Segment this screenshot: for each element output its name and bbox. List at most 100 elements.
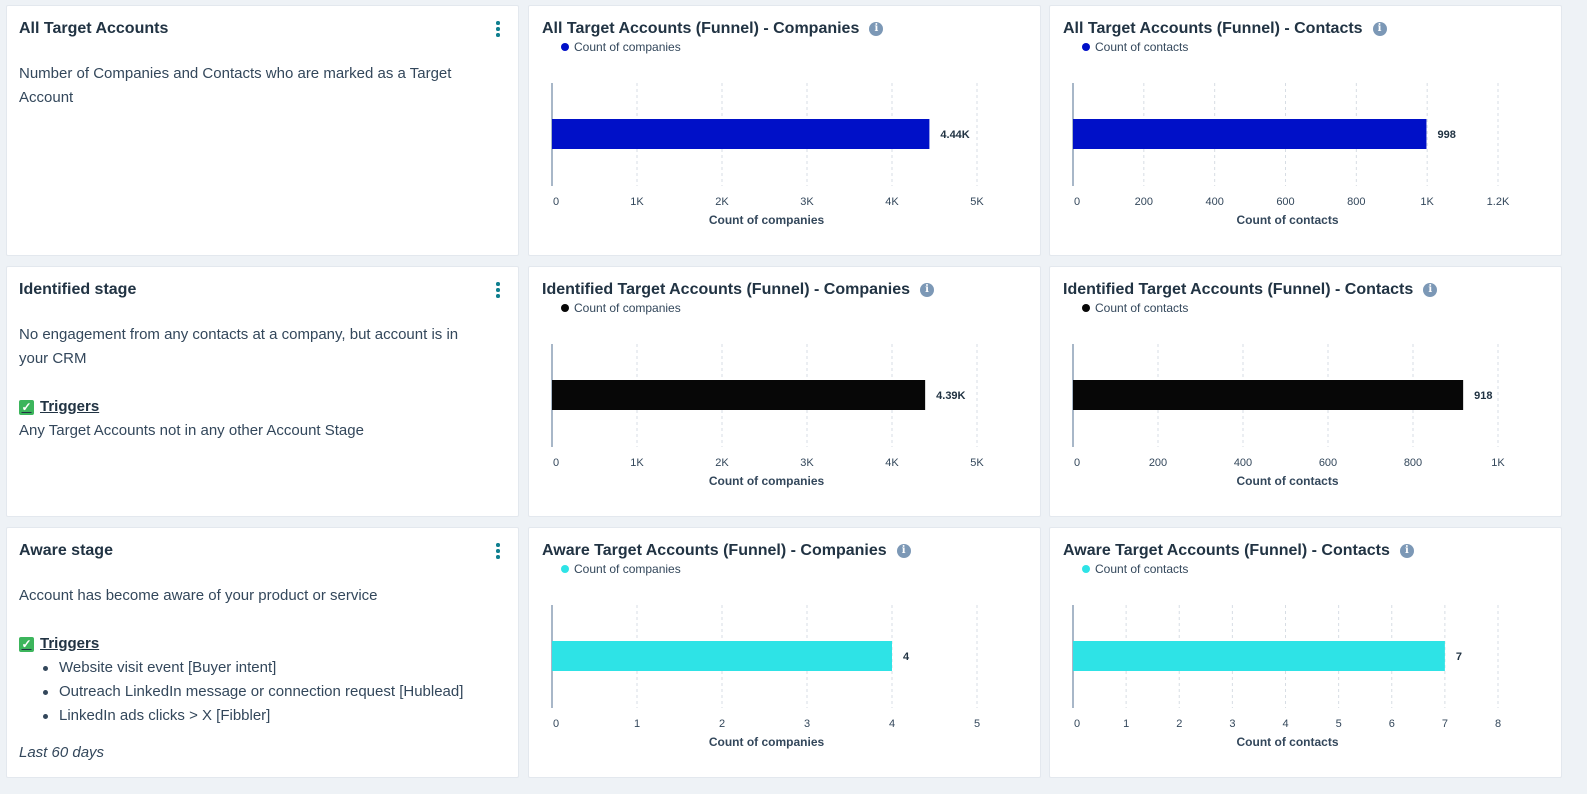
legend-label: Count of companies bbox=[574, 562, 681, 576]
legend-dot bbox=[561, 304, 569, 312]
chart-title-text: Aware Target Accounts (Funnel) - Compani… bbox=[542, 542, 887, 559]
tick-label: 600 bbox=[1319, 457, 1337, 469]
tick-label: 0 bbox=[553, 196, 559, 208]
list-item: Outreach LinkedIn message or connection … bbox=[41, 680, 490, 704]
bar-value-label: 918 bbox=[1474, 390, 1492, 402]
more-options-icon[interactable] bbox=[492, 20, 504, 38]
tick-label: 3 bbox=[1229, 718, 1235, 730]
tick-label: 800 bbox=[1347, 196, 1365, 208]
tick-label: 6 bbox=[1389, 718, 1395, 730]
trigger-list: Website visit event [Buyer intent] Outre… bbox=[19, 656, 490, 728]
text-card-all-target-accounts: All Target Accounts Number of Companies … bbox=[6, 5, 519, 256]
chart-title: All Target Accounts (Funnel) - Companies… bbox=[542, 20, 884, 38]
x-axis-label: Count of companies bbox=[709, 735, 825, 749]
tick-label: 2 bbox=[719, 718, 725, 730]
bar-value-label: 4.39K bbox=[936, 390, 965, 402]
text-card-identified-stage: Identified stage No engagement from any … bbox=[6, 266, 519, 517]
legend-dot bbox=[1082, 43, 1090, 51]
legend-label: Count of contacts bbox=[1095, 562, 1189, 576]
tick-label: 5 bbox=[1336, 718, 1342, 730]
bar-value-label: 4.44K bbox=[940, 129, 969, 141]
triggers-heading[interactable]: ✓ Triggers bbox=[19, 632, 490, 656]
chart-title-text: Aware Target Accounts (Funnel) - Contact… bbox=[1063, 542, 1390, 559]
tick-label: 5K bbox=[970, 457, 984, 469]
x-axis-label: Count of contacts bbox=[1237, 213, 1339, 227]
legend-dot bbox=[561, 565, 569, 573]
tick-label: 0 bbox=[553, 457, 559, 469]
tick-label: 5K bbox=[970, 196, 984, 208]
tick-label: 8 bbox=[1495, 718, 1501, 730]
description-text: No engagement from any contacts at a com… bbox=[19, 326, 459, 367]
tick-label: 0 bbox=[1074, 457, 1080, 469]
chart-title: Identified Target Accounts (Funnel) - Co… bbox=[542, 281, 935, 299]
tick-label: 4 bbox=[889, 718, 895, 730]
legend-dot bbox=[561, 43, 569, 51]
info-icon[interactable]: i bbox=[896, 544, 911, 558]
card-title: Aware stage bbox=[19, 542, 113, 559]
tick-label: 4K bbox=[885, 196, 899, 208]
description-text: Number of Companies and Contacts who are… bbox=[19, 65, 452, 106]
more-options-icon[interactable] bbox=[492, 281, 504, 299]
chart-legend: Count of contacts bbox=[1082, 301, 1188, 315]
info-icon[interactable]: i bbox=[1372, 22, 1387, 36]
tick-label: 5 bbox=[974, 718, 980, 730]
text-card-aware-stage: Aware stage Account has become aware of … bbox=[6, 527, 519, 778]
tick-label: 7 bbox=[1442, 718, 1448, 730]
bar-chart: 0 1 2 3 4 5 4 Count of companies bbox=[551, 605, 980, 749]
info-icon[interactable]: i bbox=[1399, 544, 1414, 558]
more-options-icon[interactable] bbox=[492, 542, 504, 560]
chart-legend: Count of companies bbox=[561, 301, 681, 315]
chart-title: Aware Target Accounts (Funnel) - Contact… bbox=[1063, 542, 1414, 560]
bar-value-label: 7 bbox=[1456, 651, 1462, 663]
tick-label: 1 bbox=[1123, 718, 1129, 730]
legend-label: Count of contacts bbox=[1095, 40, 1189, 54]
tick-label: 200 bbox=[1149, 457, 1167, 469]
x-axis-label: Count of companies bbox=[709, 474, 825, 488]
bar-chart: 0 200 400 600 800 1K 1.2K 998 Count of contacts bbox=[1072, 83, 1510, 227]
tick-label: 400 bbox=[1205, 196, 1223, 208]
chart-card-all-contacts: All Target Accounts (Funnel) - Contacts i… bbox=[1049, 5, 1562, 256]
legend-label: Count of contacts bbox=[1095, 301, 1189, 315]
chart-title: All Target Accounts (Funnel) - Contacts i bbox=[1063, 20, 1387, 38]
tick-label: 3 bbox=[804, 718, 810, 730]
chart-title-text: All Target Accounts (Funnel) - Companies bbox=[542, 20, 860, 37]
tick-label: 4 bbox=[1282, 718, 1288, 730]
chart-card-all-companies: All Target Accounts (Funnel) - Companies… bbox=[528, 5, 1041, 256]
chart-legend: Count of companies bbox=[561, 40, 681, 54]
triggers-text: Any Target Accounts not in any other Acc… bbox=[19, 422, 364, 439]
x-axis-label: Count of companies bbox=[709, 213, 825, 227]
tick-label: 3K bbox=[800, 457, 814, 469]
triggers-heading[interactable]: ✓ Triggers bbox=[19, 395, 490, 419]
chart-card-aware-companies: Aware Target Accounts (Funnel) - Compani… bbox=[528, 527, 1041, 778]
legend-dot bbox=[1082, 565, 1090, 573]
card-description: No engagement from any contacts at a com… bbox=[19, 323, 490, 443]
bar-chart: 0 1K 2K 3K 4K 5K 4.44K Count of companies bbox=[551, 83, 984, 227]
card-title: Identified stage bbox=[19, 281, 137, 298]
x-axis-label: Count of contacts bbox=[1237, 735, 1339, 749]
card-title: All Target Accounts bbox=[19, 20, 169, 37]
tick-label: 800 bbox=[1404, 457, 1422, 469]
list-item: Website visit event [Buyer intent] bbox=[41, 656, 490, 680]
info-icon[interactable]: i bbox=[920, 283, 935, 297]
bar bbox=[552, 380, 926, 410]
chart-card-aware-contacts: Aware Target Accounts (Funnel) - Contact… bbox=[1049, 527, 1562, 778]
chart-title-text: Identified Target Accounts (Funnel) - Co… bbox=[1063, 281, 1414, 298]
tick-label: 200 bbox=[1135, 196, 1153, 208]
bar-chart: 0 1K 2K 3K 4K 5K 4.39K Count of companies bbox=[551, 344, 984, 488]
tick-label: 1K bbox=[1420, 196, 1434, 208]
chart-title-text: All Target Accounts (Funnel) - Contacts bbox=[1063, 20, 1363, 37]
tick-label: 1K bbox=[630, 457, 644, 469]
tick-label: 0 bbox=[1074, 196, 1080, 208]
chart-legend: Count of contacts bbox=[1082, 562, 1188, 576]
bar bbox=[1073, 380, 1464, 410]
tick-label: 1K bbox=[1491, 457, 1505, 469]
chart-card-identified-companies: Identified Target Accounts (Funnel) - Co… bbox=[528, 266, 1041, 517]
info-icon[interactable]: i bbox=[1423, 283, 1438, 297]
chart-legend: Count of contacts bbox=[1082, 40, 1188, 54]
chart-legend: Count of companies bbox=[561, 562, 681, 576]
info-icon[interactable]: i bbox=[869, 22, 884, 36]
bar-chart: 0 200 400 600 800 1K 918 Count of contacts bbox=[1072, 344, 1505, 488]
check-box-icon: ✓ bbox=[19, 399, 34, 415]
legend-label: Count of companies bbox=[574, 40, 681, 54]
tick-label: 600 bbox=[1276, 196, 1294, 208]
